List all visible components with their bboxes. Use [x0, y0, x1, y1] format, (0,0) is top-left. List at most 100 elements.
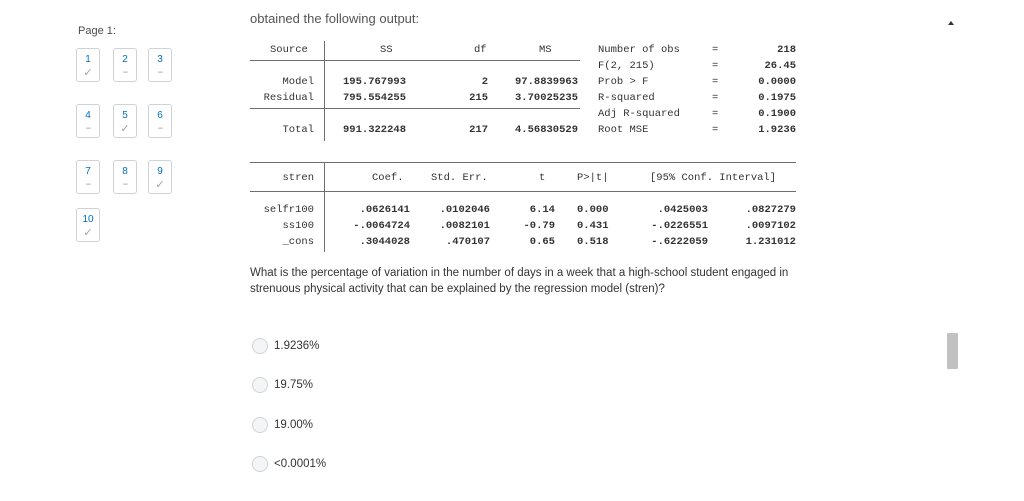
anova-header-ms: MS [539, 44, 552, 56]
coef-header-coef: Coef. [372, 172, 404, 184]
stat-equals: = [712, 44, 719, 56]
coef-row-se: .0102046 [439, 204, 490, 216]
stat-label: R-squared [598, 92, 655, 104]
radio-button[interactable] [252, 417, 268, 433]
coef-row-p: 0.431 [577, 220, 609, 232]
coef-header-p: P>|t| [577, 172, 609, 184]
question-2-button[interactable]: 2 -- [113, 48, 137, 82]
anova-header-rule [250, 60, 580, 61]
anova-header-ss: SS [380, 44, 393, 56]
stat-label: Root MSE [598, 124, 649, 136]
anova-header-df: df [474, 44, 487, 56]
coef-header-rule [250, 191, 796, 192]
stat-value: 1.9236 [758, 124, 796, 136]
answer-option-label: 19.00% [274, 419, 314, 431]
coef-row-p: 0.000 [577, 204, 609, 216]
anova-row-ss: 195.767993 [343, 76, 407, 88]
anova-row-df: 2 [481, 76, 488, 88]
question-4-button[interactable]: 4 -- [76, 104, 100, 138]
question-number: 1 [85, 54, 91, 65]
answer-option-2[interactable]: 19.75% [252, 376, 313, 394]
coef-row-coef: .0626141 [359, 204, 410, 216]
question-number: 4 [85, 110, 91, 121]
unanswered-dash: -- [85, 123, 92, 134]
unanswered-dash: -- [85, 179, 92, 190]
question-1-button[interactable]: 1 ✓ [76, 48, 100, 82]
answer-option-3[interactable]: 19.00% [252, 416, 313, 434]
coef-row-ci-high: 1.231012 [745, 236, 796, 248]
answer-option-4[interactable]: <0.0001% [252, 455, 326, 473]
coef-row-ci-high: .0827279 [745, 204, 796, 216]
stat-label: F(2, 215) [598, 60, 655, 72]
stat-value: 26.45 [764, 60, 796, 72]
stat-value: 0.1900 [758, 108, 796, 120]
coef-header-depvar: stren [282, 172, 314, 184]
answered-check-icon: ✓ [83, 227, 93, 239]
stat-equals: = [712, 92, 719, 104]
answered-check-icon: ✓ [155, 179, 165, 191]
stat-label: Number of obs [598, 44, 680, 56]
question-text: What is the percentage of variation in t… [250, 267, 789, 295]
coef-row-var: _cons [282, 236, 314, 248]
coef-row-ci-low: .0425003 [657, 204, 708, 216]
question-6-button[interactable]: 6 -- [148, 104, 172, 138]
stat-value: 0.0000 [758, 76, 796, 88]
anova-row-ms: 4.56830529 [514, 124, 578, 136]
answer-option-label: 1.9236% [274, 340, 320, 352]
stat-label: Adj R-squared [598, 108, 680, 120]
anova-row-df: 217 [469, 124, 488, 136]
scrollbar-thumb[interactable] [947, 333, 958, 369]
unanswered-dash: -- [157, 67, 164, 78]
coef-top-rule [250, 162, 796, 163]
stat-equals: = [712, 124, 719, 136]
coef-row-t: 6.14 [529, 204, 555, 216]
question-7-button[interactable]: 7 -- [76, 160, 100, 194]
anova-header-source: Source [270, 44, 308, 56]
scrollbar-track[interactable] [945, 18, 959, 501]
answered-check-icon: ✓ [83, 67, 93, 79]
coef-row-se: .0082101 [439, 220, 490, 232]
coef-row-var: selfr100 [263, 204, 314, 216]
question-3-button[interactable]: 3 -- [148, 48, 172, 82]
coef-row-coef: .3044028 [359, 236, 410, 248]
radio-button[interactable] [252, 456, 268, 472]
coef-row-t: 0.65 [529, 236, 555, 248]
question-number: 7 [85, 166, 91, 177]
unanswered-dash: -- [157, 123, 164, 134]
question-number: 3 [157, 54, 163, 65]
stat-value: 0.1975 [758, 92, 796, 104]
answered-check-icon: ✓ [120, 123, 130, 135]
question-10-button[interactable]: 10 ✓ [76, 208, 100, 242]
coef-header-ci: [95% Conf. Interval] [650, 172, 777, 184]
question-number: 6 [157, 110, 163, 121]
stat-equals: = [712, 76, 719, 88]
intro-text: obtained the following output: [250, 11, 420, 26]
radio-button[interactable] [252, 377, 268, 393]
answer-option-1[interactable]: 1.9236% [252, 337, 319, 355]
coef-row-t: -0.79 [523, 220, 555, 232]
coef-row-ci-low: -.6222059 [651, 236, 708, 248]
coef-header-se: Std. Err. [431, 172, 488, 184]
anova-row-source: Model [282, 76, 314, 88]
question-8-button[interactable]: 8 -- [113, 160, 137, 194]
radio-button[interactable] [252, 338, 268, 354]
anova-row-ms: 97.8839963 [514, 76, 578, 88]
anova-row-ms: 3.70025235 [514, 92, 578, 104]
stat-equals: = [712, 60, 719, 72]
stat-equals: = [712, 108, 719, 120]
question-number: 9 [157, 166, 163, 177]
scroll-up-arrow-icon[interactable] [948, 21, 954, 25]
question-9-button[interactable]: 9 ✓ [148, 160, 172, 194]
coef-header-t: t [539, 172, 546, 184]
anova-row-source: Total [282, 124, 314, 136]
question-number: 2 [122, 54, 128, 65]
page-label: Page 1: [78, 25, 116, 37]
coef-row-se: .470107 [445, 236, 490, 248]
question-5-button[interactable]: 5 ✓ [113, 104, 137, 138]
question-number: 5 [122, 110, 128, 121]
anova-row-ss: 795.554255 [343, 92, 407, 104]
question-number: 8 [122, 166, 128, 177]
coef-divider [324, 162, 325, 252]
coef-row-var: ss100 [282, 220, 314, 232]
coef-row-coef: -.0064724 [353, 220, 410, 232]
